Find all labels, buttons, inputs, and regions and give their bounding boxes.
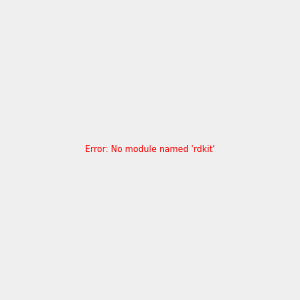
Text: Error: No module named 'rdkit': Error: No module named 'rdkit': [85, 146, 215, 154]
